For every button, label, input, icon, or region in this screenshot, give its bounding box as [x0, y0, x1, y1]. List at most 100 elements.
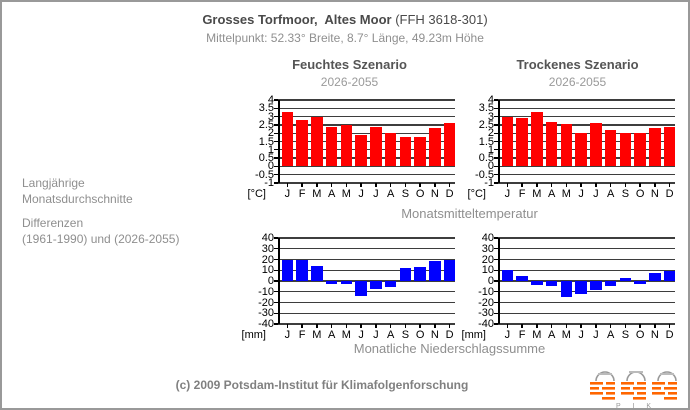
site-code: (FFH 3618-301) — [391, 12, 488, 27]
bar-S-8 — [399, 268, 412, 281]
y-tick-mark — [274, 107, 278, 109]
column-title-feuchtes: Feuchtes Szenario — [292, 57, 407, 72]
x-tick-mark — [609, 183, 612, 187]
column-title-trockenes: Trockenes Szenario — [516, 57, 639, 72]
x-tick-mark — [521, 183, 523, 187]
x-tick-mark — [360, 324, 362, 328]
y-tick-label: 1 — [487, 143, 494, 156]
x-month-label: O — [635, 188, 645, 200]
logo-orange-stripes — [590, 382, 677, 400]
y-tick-mark — [494, 248, 498, 250]
bar-J-5 — [355, 134, 367, 167]
y-tick-mark — [494, 280, 498, 282]
x-month-label: A — [327, 329, 336, 341]
x-tick-mark — [595, 324, 597, 328]
x-month-label: J — [593, 188, 599, 200]
y-tick-mark — [494, 312, 498, 314]
bar-J-5 — [575, 133, 587, 167]
y-axis-line — [498, 238, 500, 324]
feuchtes-niederschlag-chart: 40 30 20 10 0 -10 -20 -30 -40 J F M A M J J A S O N D [mm] — [242, 232, 456, 341]
x-tick-mark — [330, 183, 333, 187]
x-tick-mark — [609, 324, 612, 328]
y-tick-label: 3 — [487, 110, 494, 123]
x-tick-mark — [668, 183, 671, 187]
y-tick-mark — [274, 124, 278, 126]
x-tick-mark — [286, 183, 289, 187]
bar-J-6 — [590, 123, 602, 167]
y-tick-mark — [494, 269, 498, 271]
gridline — [278, 174, 455, 176]
y-tick-label: -1 — [264, 177, 274, 189]
bar-J-5 — [575, 281, 587, 294]
y-tick-label: -40 — [478, 318, 494, 330]
x-tick-mark — [639, 183, 641, 187]
x-month-label: O — [415, 329, 425, 341]
bar-J-6 — [370, 127, 382, 167]
y-tick-label: 0.5 — [478, 152, 494, 165]
x-tick-mark — [624, 183, 627, 187]
y-tick-mark — [494, 149, 498, 151]
y-tick-label: -30 — [258, 307, 274, 320]
y-tick-label: 40 — [481, 232, 494, 244]
y-tick-mark — [274, 140, 278, 143]
x-month-label: M — [532, 329, 542, 341]
bar-J-0 — [281, 259, 294, 281]
y-tick-label: 0.5 — [258, 152, 274, 165]
bar-M-2 — [531, 281, 543, 286]
x-month-label: A — [606, 329, 615, 341]
pik-logo-icon: P I K — [590, 371, 677, 408]
x-month-label: D — [665, 329, 674, 341]
bar-N-10 — [429, 128, 441, 167]
bar-J-0 — [501, 116, 514, 167]
x-month-label: J — [373, 329, 379, 341]
gridline — [498, 248, 675, 250]
y-tick-mark — [494, 157, 498, 159]
bar-M-2 — [531, 112, 543, 167]
x-tick-mark — [448, 183, 451, 187]
gridline — [498, 182, 675, 184]
y-tick-mark — [274, 157, 278, 159]
x-tick-mark — [580, 183, 582, 187]
x-tick-mark — [536, 183, 538, 187]
x-tick-mark — [301, 183, 303, 187]
bar-A-7 — [604, 129, 617, 167]
x-tick-mark — [316, 324, 318, 328]
y-tick-label: 10 — [261, 264, 274, 277]
gridline — [498, 323, 675, 325]
x-tick-mark — [654, 183, 656, 187]
x-tick-mark — [550, 183, 553, 187]
x-month-label: J — [578, 329, 584, 341]
x-tick-mark — [624, 324, 627, 328]
trockenes-temperatur-chart: 4 3.5 3 2.5 2 1.5 1 0.5 0 -0.5 -1 J F M A M J J A S O N D [°C] — [468, 94, 676, 200]
bar-S-8 — [619, 277, 632, 281]
y-tick-label: 40 — [261, 232, 274, 244]
y-axis-line — [278, 100, 280, 183]
x-tick-mark — [360, 183, 362, 187]
left-label-line3: Differenzen — [22, 216, 84, 230]
x-month-label: J — [373, 188, 379, 200]
bar-O-9 — [414, 267, 426, 281]
x-month-label: J — [578, 188, 584, 200]
gridline — [498, 301, 675, 304]
x-tick-mark — [330, 324, 333, 328]
gridline — [278, 258, 455, 261]
y-tick-mark — [274, 269, 278, 271]
copyright-text: (c) 2009 Potsdam-Institut für Klimafolge… — [175, 378, 469, 392]
y-tick-mark — [274, 312, 278, 314]
bar-O-9 — [634, 281, 646, 285]
x-tick-mark — [654, 324, 656, 328]
gridline — [498, 115, 675, 118]
x-tick-mark — [595, 183, 597, 187]
bar-A-3 — [545, 122, 558, 167]
trockenes-niederschlag-chart: 40 30 20 10 0 -10 -20 -30 -40 J F M A M J J A S O N D [mm] — [462, 232, 676, 341]
x-tick-mark — [375, 324, 377, 328]
y-tick-label: 2 — [487, 127, 494, 140]
gridline — [278, 165, 455, 168]
y-tick-mark — [494, 124, 498, 126]
x-month-label: O — [635, 329, 645, 341]
y-tick-mark — [274, 182, 278, 184]
x-tick-mark — [550, 324, 553, 328]
y-tick-mark — [274, 280, 278, 282]
x-month-label: S — [621, 329, 630, 341]
